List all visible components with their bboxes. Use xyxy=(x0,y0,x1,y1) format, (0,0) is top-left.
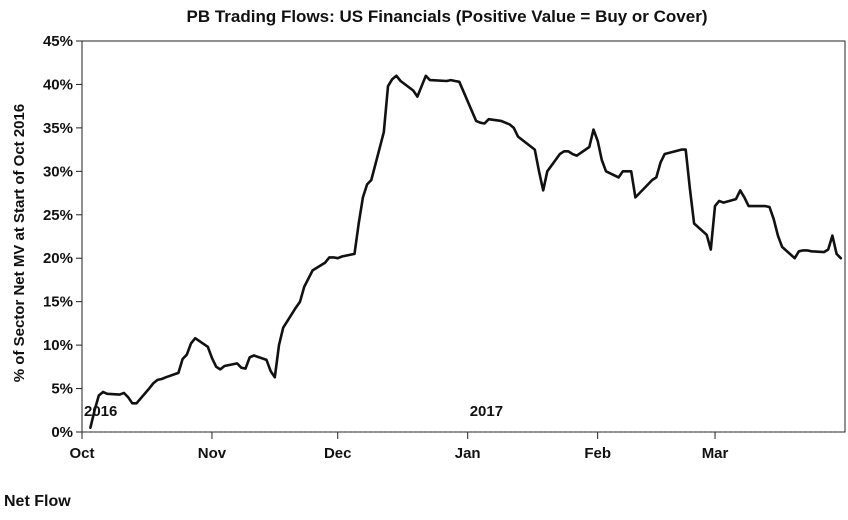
y-axis-label: % of Sector Net MV at Start of Oct 2016 xyxy=(11,104,28,382)
x-tick-label: Mar xyxy=(702,445,729,462)
footer-label: Net Flow xyxy=(4,493,71,510)
y-tick-label: 45% xyxy=(43,33,73,50)
year-label: 2016 xyxy=(84,403,117,420)
series-line xyxy=(89,74,843,430)
x-tick-label: Oct xyxy=(69,445,94,462)
y-tick-label: 30% xyxy=(43,163,73,180)
chart: PB Trading Flows: US Financials (Positiv… xyxy=(11,7,846,462)
y-tick-label: 35% xyxy=(43,120,73,137)
plot-frame xyxy=(81,40,846,433)
y-tick-label: 40% xyxy=(43,76,73,93)
x-tick-label: Nov xyxy=(198,445,227,462)
y-tick-label: 0% xyxy=(51,424,73,441)
chart-title: PB Trading Flows: US Financials (Positiv… xyxy=(187,7,708,26)
y-tick-label: 5% xyxy=(51,381,73,398)
year-label: 2017 xyxy=(470,403,503,420)
x-tick-label: Feb xyxy=(584,445,611,462)
x-tick-label: Dec xyxy=(324,445,352,462)
y-tick-label: 10% xyxy=(43,337,73,354)
y-tick-label: 15% xyxy=(43,294,73,311)
plot-area: 0% 5% 10% 15% 20% 25% 30% 35% 40% 45% Oct Nov Dec Jan… xyxy=(43,33,846,462)
y-tick-label: 25% xyxy=(43,207,73,224)
x-tick-label: Jan xyxy=(455,445,481,462)
y-tick-label: 20% xyxy=(43,250,73,267)
